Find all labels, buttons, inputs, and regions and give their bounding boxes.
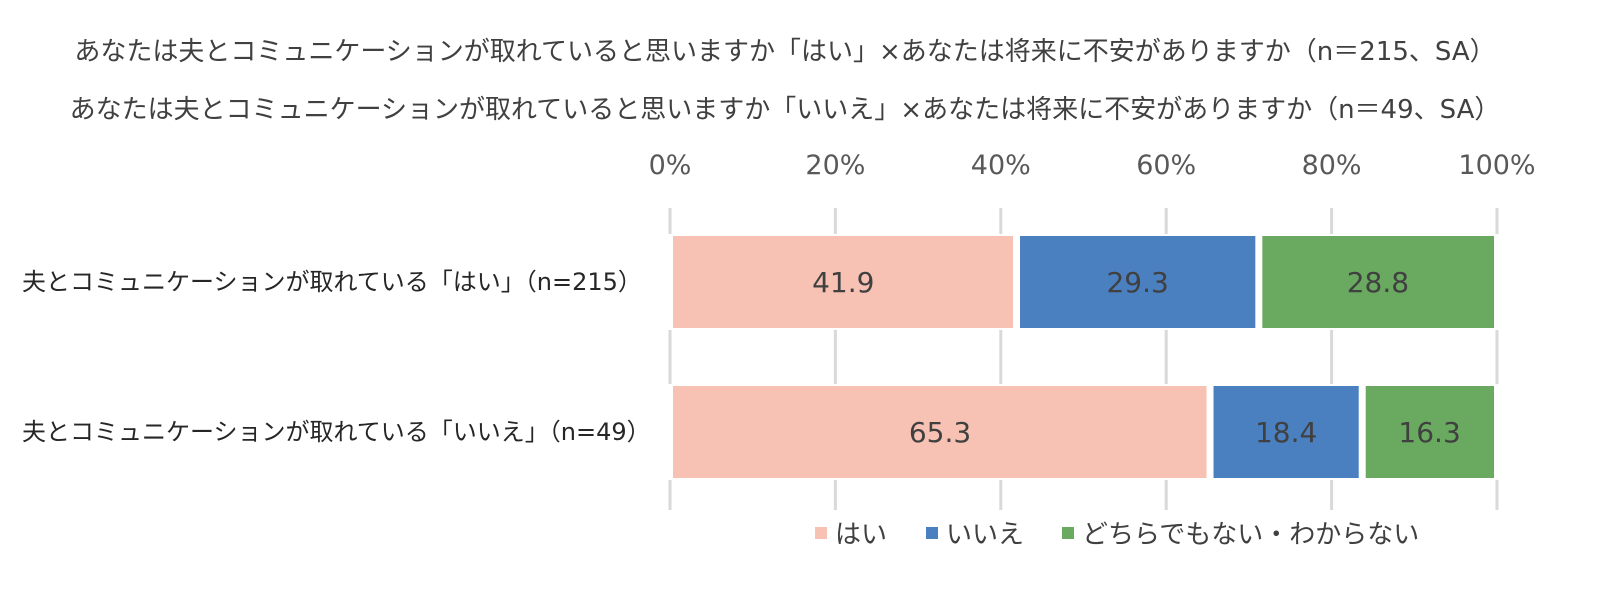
chart-title-line-2: あなたは夫とコミュニケーションが取れていると思いますか「いいえ」×あなたは将来に… bbox=[70, 95, 1501, 125]
bar-value-label-0-1: 29.3 bbox=[1106, 266, 1168, 299]
bar-value-label-0-2: 28.8 bbox=[1347, 266, 1409, 299]
bar-value-label-1-1: 18.4 bbox=[1255, 416, 1317, 449]
legend: はい いいえ どちらでもない・わからない bbox=[815, 520, 1419, 550]
bar-1-2 bbox=[1365, 386, 1494, 478]
category-label-0: 夫とコミュニケーションが取れている「はい」（n=215） bbox=[22, 268, 642, 296]
bar-value-label-1-2: 16.3 bbox=[1398, 416, 1460, 449]
x-tick-label-0: 0% bbox=[649, 150, 692, 181]
x-tick-label-3: 60% bbox=[1136, 150, 1196, 181]
bar-0-0 bbox=[673, 236, 1014, 328]
x-tick-label-2: 40% bbox=[971, 150, 1031, 181]
bar-value-label-1-0: 65.3 bbox=[909, 416, 971, 449]
bars: 41.9 29.3 28.8 65.3 18.4 16.3 bbox=[666, 234, 1501, 480]
legend-swatch-1 bbox=[926, 527, 938, 539]
chart-title: あなたは夫とコミュニケーションが取れていると思いますか「はい」×あなたは将来に不… bbox=[70, 37, 1501, 125]
x-axis-ticks: 0% 20% 40% 60% 80% 100% bbox=[649, 150, 1536, 181]
x-tick-label-5: 100% bbox=[1458, 150, 1535, 181]
legend-swatch-2 bbox=[1062, 527, 1074, 539]
x-tick-label-4: 80% bbox=[1302, 150, 1362, 181]
bar-1-0 bbox=[673, 386, 1207, 478]
legend-label-0: はい bbox=[835, 520, 887, 550]
legend-swatch-0 bbox=[815, 527, 827, 539]
x-tick-label-1: 20% bbox=[805, 150, 865, 181]
category-labels: 夫とコミュニケーションが取れている「はい」（n=215） 夫とコミュニケーションが… bbox=[22, 268, 651, 446]
legend-label-1: いいえ bbox=[946, 520, 1024, 550]
category-label-1: 夫とコミュニケーションが取れている「いいえ」（n=49） bbox=[22, 418, 651, 446]
legend-label-2: どちらでもない・わからない bbox=[1082, 520, 1419, 550]
bar-0-1 bbox=[1020, 236, 1256, 328]
bar-value-label-0-0: 41.9 bbox=[812, 266, 874, 299]
bar-1-1 bbox=[1213, 386, 1359, 478]
chart-title-line-1: あなたは夫とコミュニケーションが取れていると思いますか「はい」×あなたは将来に不… bbox=[74, 37, 1495, 67]
bar-0-2 bbox=[1262, 236, 1494, 328]
